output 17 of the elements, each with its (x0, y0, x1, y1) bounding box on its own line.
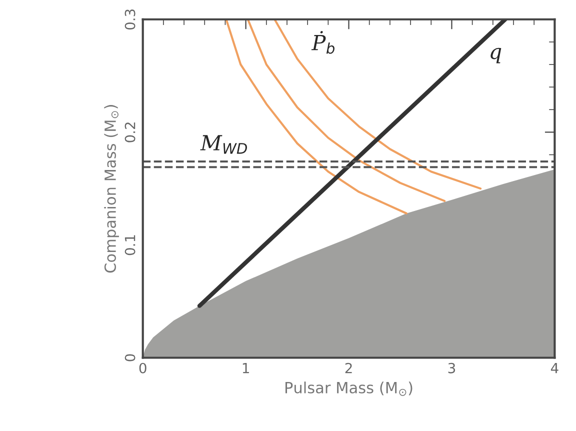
x-tick-label: 0 (139, 362, 146, 374)
y-axis-title: Companion Mass (M$_{⊙}$) (104, 105, 119, 273)
y-tick-label: 0 (124, 354, 136, 362)
y-tick-label: 0.2 (124, 122, 136, 142)
annotation: M$_{WD}$ (200, 135, 247, 154)
x-tick-label: 3 (448, 362, 456, 374)
x-tick-label: 2 (345, 362, 352, 374)
line-series (274, 19, 482, 190)
x-axis-title: Pulsar Mass (M$_{⊙}$) (285, 382, 412, 396)
x-tick-label: 4 (550, 363, 558, 374)
x-tick-label: 1 (242, 363, 249, 374)
annotation: Ṗ$_{b}$ (311, 31, 334, 54)
line-series (246, 19, 446, 202)
y-tick-label: 0.3 (124, 9, 136, 30)
y-tick-label: 0.1 (124, 235, 136, 256)
annotation: q (490, 48, 502, 64)
line-series (225, 19, 408, 214)
